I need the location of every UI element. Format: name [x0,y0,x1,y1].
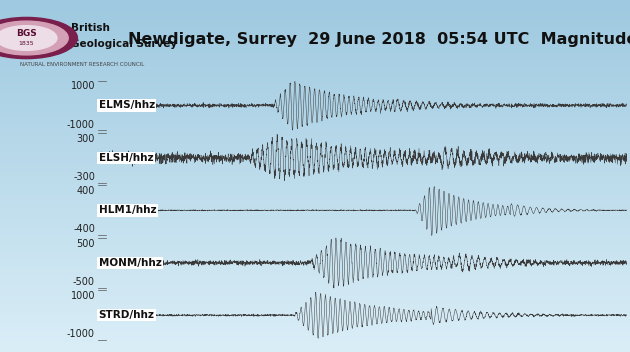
Text: ELMS/hhz: ELMS/hhz [99,100,155,111]
Circle shape [0,17,77,59]
Text: 1835: 1835 [18,41,34,46]
Text: British: British [71,23,110,33]
Text: -1000: -1000 [67,329,95,339]
Text: HLM1/hhz: HLM1/hhz [99,205,156,215]
Text: ELSH/hhz: ELSH/hhz [99,153,153,163]
Text: -400: -400 [73,225,95,234]
Text: MONM/hhz: MONM/hhz [99,258,161,268]
Text: Geological Survey: Geological Survey [71,38,178,49]
Text: 500: 500 [76,239,95,249]
Text: -1000: -1000 [67,120,95,130]
Circle shape [0,26,57,50]
Circle shape [0,21,68,55]
Text: STRD/hhz: STRD/hhz [99,310,155,320]
Text: BGS: BGS [16,30,37,38]
Text: Newdigate, Surrey  29 June 2018  05:54 UTC  Magnitude 2.4: Newdigate, Surrey 29 June 2018 05:54 UTC… [129,32,630,47]
Text: 1000: 1000 [71,81,95,91]
Text: 400: 400 [77,186,95,196]
Text: -500: -500 [73,277,95,287]
Text: 300: 300 [77,134,95,144]
Text: -300: -300 [73,172,95,182]
Text: 1000: 1000 [71,291,95,301]
Text: NATURAL ENVIRONMENT RESEARCH COUNCIL: NATURAL ENVIRONMENT RESEARCH COUNCIL [20,62,145,67]
